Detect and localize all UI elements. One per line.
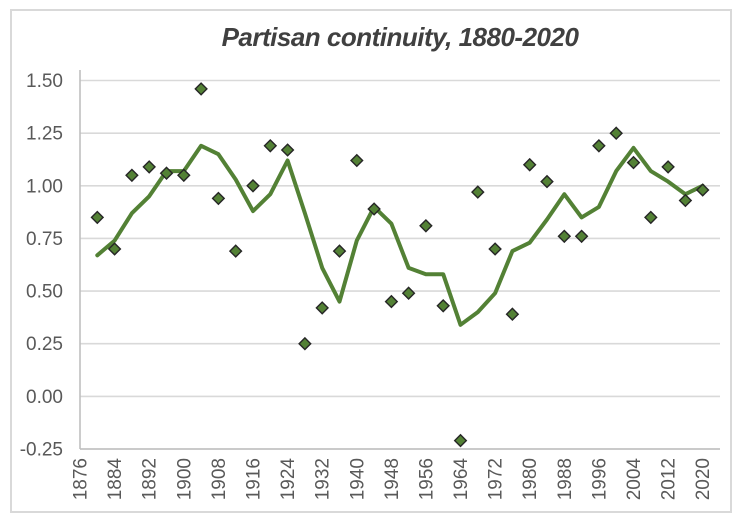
y-tick-label: 0.75: [26, 229, 63, 250]
data-point-1908: [211, 191, 226, 206]
data-point-1900: [177, 168, 191, 183]
x-tick-label: 1932: [313, 458, 334, 500]
y-tick-label: 1.25: [26, 124, 63, 145]
y-tick-label: 0.50: [26, 282, 63, 303]
data-point-1948: [384, 294, 399, 309]
data-point-1988: [557, 229, 572, 244]
data-point-1996: [592, 139, 606, 153]
y-tick-label: 0.25: [26, 334, 63, 355]
data-point-1924: [280, 143, 295, 157]
x-tick-label: 2020: [693, 458, 714, 500]
chart-title: Partisan continuity, 1880-2020: [221, 22, 579, 52]
data-point-2000: [609, 126, 623, 140]
x-tick-label: 1972: [486, 458, 507, 500]
data-point-2020: [695, 183, 710, 197]
data-point-1920: [263, 139, 278, 153]
data-point-1960: [436, 299, 450, 313]
data-point-1896: [159, 166, 174, 180]
x-tick-label: 1908: [209, 458, 230, 500]
x-tick-label: 1924: [278, 458, 299, 501]
x-tick-label: 1956: [416, 458, 437, 500]
data-point-1932: [315, 301, 329, 315]
data-point-2008: [644, 210, 658, 225]
data-point-1912: [228, 244, 243, 258]
y-tick-label: -0.25: [20, 440, 63, 461]
data-point-1972: [488, 242, 502, 256]
data-point-1888: [125, 168, 139, 183]
data-point-1952: [401, 286, 416, 300]
data-point-1884: [107, 242, 122, 256]
x-tick-label: 2012: [659, 458, 680, 500]
chart-frame: [10, 9, 732, 513]
x-tick-label: 1940: [347, 458, 368, 500]
data-point-1880: [90, 210, 105, 225]
y-tick-label: 1.00: [26, 176, 63, 197]
x-tick-label: 1892: [140, 458, 161, 500]
x-tick-label: 1996: [589, 458, 610, 500]
x-tick-label: 2004: [624, 458, 645, 501]
y-tick-label: 1.50: [26, 71, 63, 92]
data-point-2016: [678, 193, 693, 208]
data-point-1916: [246, 179, 260, 193]
x-tick-label: 1884: [105, 458, 126, 501]
data-point-1904: [194, 82, 208, 96]
data-point-1984: [540, 174, 554, 189]
data-point-1976: [505, 307, 520, 321]
data-point-1968: [471, 185, 485, 199]
x-tick-label: 1948: [382, 458, 403, 500]
data-point-2004: [626, 155, 641, 170]
x-tick-label: 1916: [244, 458, 265, 500]
data-point-1964: [453, 433, 468, 448]
y-tick-label: 0.00: [26, 387, 63, 408]
x-tick-label: 1876: [71, 458, 92, 500]
moving-average-line: [95, 143, 705, 327]
data-point-1940: [350, 153, 364, 168]
data-point-1956: [419, 219, 433, 233]
data-point-1944: [367, 202, 381, 216]
x-tick-label: 1900: [174, 458, 195, 500]
data-point-1936: [332, 244, 347, 258]
x-tick-label: 1964: [451, 458, 472, 501]
data-point-1980: [522, 157, 537, 172]
data-point-1928: [298, 336, 312, 351]
x-tick-label: 1988: [555, 458, 576, 500]
data-point-2012: [661, 160, 675, 174]
data-point-1892: [142, 160, 156, 174]
x-tick-label: 1980: [520, 458, 541, 500]
data-point-1992: [574, 229, 589, 244]
